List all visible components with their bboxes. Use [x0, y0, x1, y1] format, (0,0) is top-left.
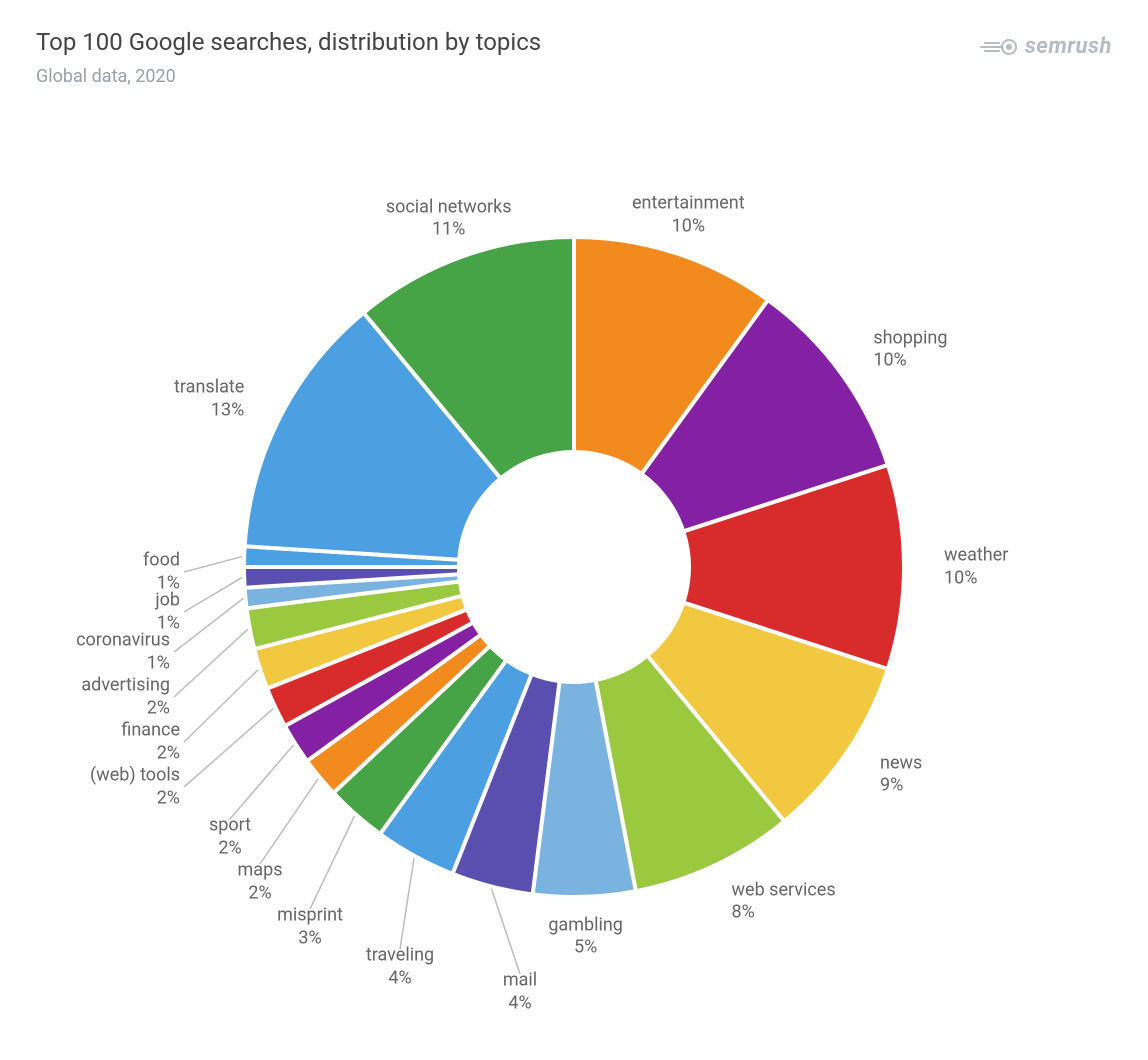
slice-label: job1%	[155, 590, 180, 635]
slice-label: (web) tools2%	[90, 765, 180, 810]
slice-label: advertising2%	[81, 675, 170, 720]
slice-label: translate13%	[174, 377, 244, 422]
slice-label: food1%	[143, 550, 180, 595]
leader-line	[310, 816, 354, 909]
leader-line	[260, 779, 318, 864]
slice-label: coronavirus1%	[76, 630, 170, 675]
leader-line	[174, 629, 248, 697]
header: Top 100 Google searches, distribution by…	[0, 0, 1148, 87]
title-block: Top 100 Google searches, distribution by…	[36, 28, 541, 87]
slice-label: sport2%	[209, 815, 251, 860]
slice-label: web services8%	[732, 879, 836, 924]
slice-label: shopping10%	[873, 327, 947, 372]
slice-label: gambling5%	[548, 914, 623, 959]
slice-label: news9%	[880, 752, 922, 797]
donut-chart: entertainment10% shopping10% weather10% new…	[0, 87, 1148, 1047]
slice-label: traveling4%	[366, 945, 434, 990]
leader-line	[184, 557, 242, 572]
leader-line	[491, 889, 520, 974]
brand-text: semrush	[1025, 34, 1112, 59]
leader-line	[184, 708, 274, 787]
brand-logo: semrush	[979, 34, 1112, 59]
slice-label: social networks11%	[386, 196, 512, 241]
leader-line	[174, 598, 243, 652]
leader-line	[400, 858, 414, 949]
slice-label: entertainment10%	[632, 193, 745, 238]
brand-mark-icon	[979, 36, 1019, 58]
slice-label: mail4%	[503, 970, 537, 1015]
slice-label: maps2%	[238, 860, 283, 905]
chart-title: Top 100 Google searches, distribution by…	[36, 28, 541, 56]
slice-label: misprint3%	[277, 905, 343, 950]
slice-label: finance2%	[121, 720, 180, 765]
leader-line	[230, 745, 294, 819]
chart-subtitle: Global data, 2020	[36, 66, 541, 87]
slice-label: weather10%	[944, 545, 1008, 590]
